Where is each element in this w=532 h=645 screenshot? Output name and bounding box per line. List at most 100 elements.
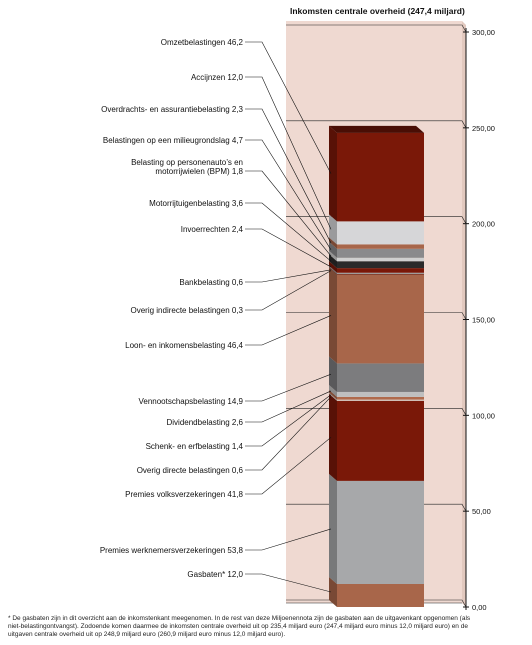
leader-line [245,170,332,257]
chart-title: Inkomsten centrale overheid (247,4 milja… [290,6,465,16]
bar-side-motorrijtuigenbelasting [329,254,337,269]
leader-line [245,315,332,346]
bar-segment-motorrijtuigenbelasting [337,261,424,269]
leader-line [245,390,332,423]
segment-label-belastingen-op-een-milieugrondslag: Belastingen op een milieugrondslag 4,7 [103,136,244,145]
leader-line [245,528,332,551]
bar-segment-loon-en-inkomensbelasting [337,274,424,364]
bar-side-invoerrechten [329,261,337,273]
leader-line [245,437,332,495]
segment-label-line: Premies werknemersverzekeringen 53,8 [100,546,244,555]
segment-label-dividendbelasting: Dividendbelasting 2,6 [167,418,244,427]
bar-side-omzetbelastingen [329,125,337,222]
segment-label-line: Dividendbelasting 2,6 [167,418,244,427]
segment-label-omzetbelastingen: Omzetbelastingen 46,2 [161,38,244,47]
segment-label-overig-indirecte-belastingen: Overig indirecte belastingen 0,3 [130,306,243,315]
segment-label-motorrijtuigenbelasting: Motorrijtuigenbelasting 3,6 [149,199,243,208]
segment-label-schenk-en-erfbelasting: Schenk- en erfbelasting 1,4 [146,442,244,451]
segment-label-line: Motorrijtuigenbelasting 3,6 [149,199,243,208]
bar-side-overig-indirecte-belastingen [329,266,337,275]
segment-label-line: motorrijwielen (BPM) 1,8 [155,167,243,176]
segment-label-line: Belastingen op een milieugrondslag 4,7 [103,136,244,145]
bar-segment-premies-volksverzekeringen [337,400,424,481]
segment-label-line: Bankbelasting 0,6 [179,278,243,287]
segment-label-line: Gasbaten* 12,0 [187,570,243,579]
segment-label-premies-volksverzekeringen: Premies volksverzekeringen 41,8 [125,490,243,499]
bar-segment-omzetbelastingen [337,132,424,222]
leader-line [245,573,332,593]
bar-side-belastingen-op-een-milieugrondslag [329,241,337,258]
segment-label-accijnzen: Accijnzen 12,0 [191,73,244,82]
bar-segment-gasbaten [337,584,424,607]
leader-line [245,202,332,262]
segment-label-overdrachts-en-assurantiebelasting: Overdrachts- en assurantiebelasting 2,3 [101,105,243,114]
bar-side-accijnzen [329,214,337,245]
bar-segment-overig-indirecte-belastingen [337,273,424,275]
bar-segment-schenk-en-erfbelasting [337,396,424,400]
bar-segment-bankbelasting [337,272,424,274]
segment-label-line: Schenk- en erfbelasting 1,4 [146,442,244,451]
leader-line [245,270,332,311]
footnote: * De gasbaten zijn in dit overzicht aan … [8,615,471,638]
y-tick-label: 50,00 [472,507,491,516]
bar-segments [329,125,424,607]
bar-side-loon-en-inkomensbelasting [329,267,337,364]
bar-segment-overdrachts-en-assurantiebelasting [337,244,424,249]
leader-line [245,373,332,402]
y-tick-label: 250,00 [472,124,495,133]
segment-label-premies-werknemersverzekeringen: Premies werknemersverzekeringen 53,8 [100,546,244,555]
segment-label-line: Premies volksverzekeringen 41,8 [125,490,243,499]
y-tick-label: 0,00 [472,603,487,612]
bar-side-bankbelasting [329,265,337,274]
segment-label-belasting-op-personenauto-s-en-motorrijwielen-bpm: Belasting op personenauto’s en motorrijwi… [131,158,243,176]
chart-panel-side [462,21,466,607]
segment-label-line: Belasting op personenauto’s en [131,158,243,167]
bar-side-premies-werknemersverzekeringen [329,473,337,584]
bar-side-premies-volksverzekeringen [329,393,337,481]
bar-side-dividendbelasting [329,384,337,397]
segment-label-loon-en-inkomensbelasting: Loon- en inkomensbelasting 46,4 [125,341,243,350]
bar-segment-belasting-op-personenauto-s-en-motorrijwielen-bpm [337,257,424,262]
leader-line [245,108,332,244]
bar-segment-dividendbelasting [337,391,424,397]
bar-segment-accijnzen [337,221,424,245]
leader-line [245,396,332,471]
bar-side-belasting-op-personenauto-s-en-motorrijwielen-bpm [329,250,337,262]
bar-side-schenk-en-erfbelasting [329,389,337,400]
segment-label-line: Invoerrechten 2,4 [181,225,244,234]
leader-line [245,76,332,230]
gridline [286,24,467,33]
bar-segment-vennootschapsbelasting [337,363,424,392]
bar-side-vennootschapsbelasting [329,356,337,392]
y-tick-label: 100,00 [472,411,495,420]
leader-line [245,41,332,174]
bar-side-gasbaten [329,577,337,607]
segment-label-line: Overig indirecte belastingen 0,3 [130,306,243,315]
bar-segment-premies-werknemersverzekeringen [337,480,424,584]
leader-line [245,394,332,447]
segment-label-vennootschapsbelasting: Vennootschapsbelasting 14,9 [138,397,243,406]
segment-label-line: Loon- en inkomensbelasting 46,4 [125,341,243,350]
segment-label-invoerrechten: Invoerrechten 2,4 [181,225,244,234]
segment-label-bankbelasting: Bankbelasting 0,6 [179,278,243,287]
bar-segment-belastingen-op-een-milieugrondslag [337,248,424,258]
y-tick-label: 200,00 [472,220,495,229]
bar-side-overig-directe-belastingen [329,392,337,401]
leader-line [245,269,332,283]
segment-label-line: Vennootschapsbelasting 14,9 [138,397,243,406]
segment-label-overig-directe-belastingen: Overig directe belastingen 0,6 [137,466,244,475]
segment-labels: Omzetbelastingen 46,2 Accijnzen 12,0 Overd… [100,38,244,579]
bar-top-face [329,125,424,133]
leader-line [245,139,332,250]
bar-segment-overig-directe-belastingen [337,399,424,401]
leader-lines [245,41,332,593]
gridline [286,120,467,128]
leader-line [245,228,332,268]
segment-label-line: Accijnzen 12,0 [191,73,244,82]
bar-side-overdrachts-en-assurantiebelasting [329,237,337,249]
segment-label-gasbaten: Gasbaten* 12,0 [187,570,243,579]
segment-label-line: Omzetbelastingen 46,2 [161,38,244,47]
segment-label-line: Overig directe belastingen 0,6 [137,466,244,475]
bar-segment-invoerrechten [337,268,424,273]
y-tick-label: 150,00 [472,316,495,325]
